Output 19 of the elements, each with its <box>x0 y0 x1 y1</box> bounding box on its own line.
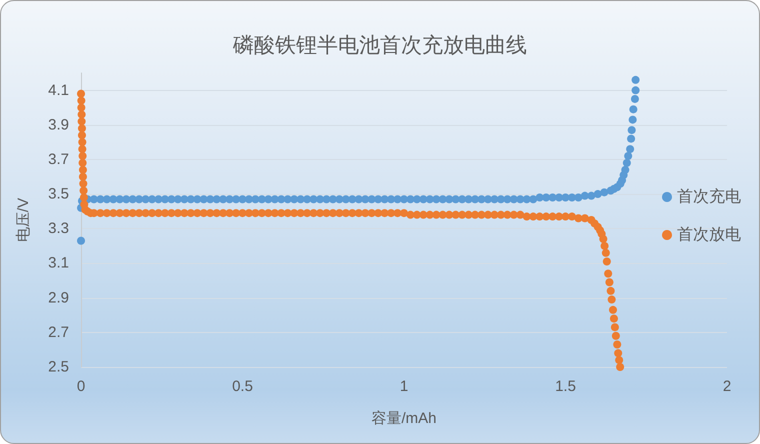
y-tick-label: 3.5 <box>48 186 69 203</box>
x-tick-label: 0 <box>76 378 86 395</box>
legend-label: 首次放电 <box>677 226 741 244</box>
y-axis-title: 电压/V <box>15 198 32 242</box>
y-tick-label: 3.9 <box>48 116 69 134</box>
x-tick-label: 0.5 <box>232 378 253 395</box>
y-tick-label: 3.3 <box>48 220 69 238</box>
legend-label: 首次充电 <box>677 188 741 206</box>
x-tick-label: 2 <box>722 378 732 395</box>
y-tick-label: 3.7 <box>48 150 69 168</box>
x-tick-label: 1 <box>400 378 408 395</box>
y-tick-label: 2.9 <box>48 289 69 306</box>
y-tick-label: 4.1 <box>48 82 69 99</box>
x-axis-title: 容量/mAh <box>371 410 437 427</box>
x-tick-label: 1.5 <box>555 378 576 395</box>
y-tick-label: 3.1 <box>48 254 69 272</box>
y-tick-label: 2.5 <box>48 358 69 376</box>
y-tick-label: 2.7 <box>48 324 69 341</box>
chart-title: 磷酸铁锂半电池首次充放电曲线 <box>232 34 527 57</box>
